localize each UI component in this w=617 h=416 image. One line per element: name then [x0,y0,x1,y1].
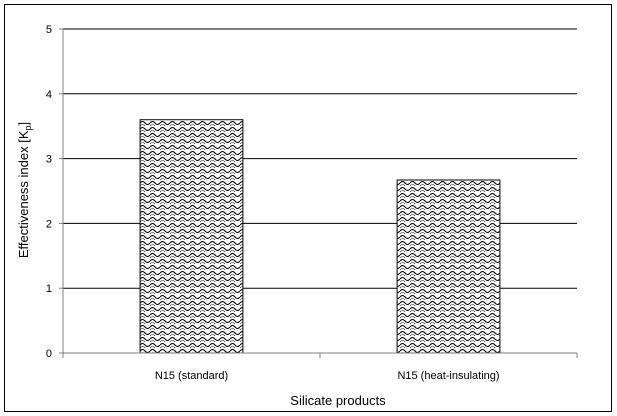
chart-frame [4,4,612,412]
y-tick-label-2: 2 [46,218,52,230]
y-axis-title-close: ] [16,122,31,126]
y-tick-label-3: 3 [46,154,52,166]
y-tick-labels: 0 1 2 3 4 5 [46,24,63,360]
bar-1 [139,119,244,354]
y-axis-title-main: Effectiveness index [K [16,130,31,258]
y-tick-label-0: 0 [46,348,52,360]
y-tick-label-5: 5 [46,24,52,36]
y-tick-label-1: 1 [46,283,52,295]
y-axis-title: Effectiveness index [Kp] [16,122,33,258]
x-tick-label-2: N15 (heat-insulating) [397,370,499,382]
x-axis-title: Silicate products [290,393,386,408]
bars [139,119,501,354]
x-tick-labels: N15 (standard) N15 (heat-insulating) [62,353,578,382]
x-tick-label-1: N15 (standard) [155,370,228,382]
y-axis-title-subscript: p [23,125,33,130]
bar-2 [396,179,501,354]
y-tick-label-4: 4 [46,89,52,101]
